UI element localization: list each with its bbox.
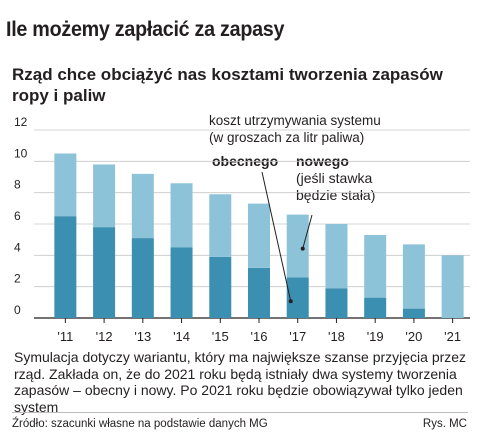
divider [12,412,468,413]
bar-new [364,234,387,298]
bar-current [402,308,425,318]
x-tick-label: '13 [134,329,151,344]
legend-note: koszt utrzymywania systemu (w groszach z… [209,112,381,146]
chart-subtitle: Rząd chce obciążyć nas kosztami tworzeni… [12,65,443,105]
bar-current [170,247,193,318]
x-tick-label: '16 [251,329,268,344]
x-tick-label: '19 [367,329,384,344]
pointer-current [261,171,292,302]
x-tick-label: '11 [57,329,73,344]
pointer-new-dot [300,246,305,251]
y-tick-label: 8 [14,178,21,192]
bar-new [248,203,270,268]
pointer-new [302,214,313,249]
chart-title: Ile możemy zapłacić za zapasy [6,18,285,41]
bar-current [54,216,77,318]
x-tick-label: '20 [405,329,422,344]
bar-new [131,173,154,239]
x-tick-label: '18 [328,329,345,344]
legend-note-line-1: koszt utrzymywania systemu [209,113,381,128]
x-tick-label: '14 [173,329,190,344]
bars [54,153,464,318]
x-tick-label: '17 [289,329,306,344]
bar-new [402,244,425,309]
bar-current [93,227,116,318]
y-axis-ticks: 0 2 4 6 8 10 12 [14,115,28,317]
credit: Rys. MC [422,418,467,430]
legend-note-line-2: (w groszach za litr paliwa) [209,130,365,145]
y-tick-label: 12 [14,115,28,129]
bar-new [209,194,232,257]
y-tick-label: 0 [14,303,21,317]
bar-current [325,288,348,318]
x-tick-label: '21 [444,329,461,344]
footnote: Symulacja dotyczy wariantu, który ma naj… [14,349,467,415]
pointer-current-dot [288,299,293,304]
series-label-new-note-2: będzie stała) [296,187,376,203]
bar-new [54,153,77,217]
x-tick-label: '12 [96,329,113,344]
source-note: Źródło: szacunki własne na podstawie dan… [12,418,268,430]
x-tick-label: '15 [212,329,229,344]
bar-current [248,267,270,318]
y-tick-label: 2 [14,272,21,286]
label-pointers [261,171,313,304]
y-tick-label: 10 [14,146,28,160]
bar-current [131,238,154,318]
bar-new [286,214,309,278]
bar-new [170,183,193,248]
bar-new [93,164,116,228]
series-label-new-note-1: (jeśli stawka [296,170,373,186]
x-axis-ticks: '11 '12 '13 '14 '15 '16 '17 '18 '19 '20 '21 [57,318,461,344]
y-tick-label: 6 [14,209,21,223]
bar-current [364,297,387,318]
bar-new [441,255,464,318]
y-tick-label: 4 [14,240,21,254]
bar-current [286,277,309,318]
bar-new [325,224,348,289]
bar-current [209,256,232,318]
